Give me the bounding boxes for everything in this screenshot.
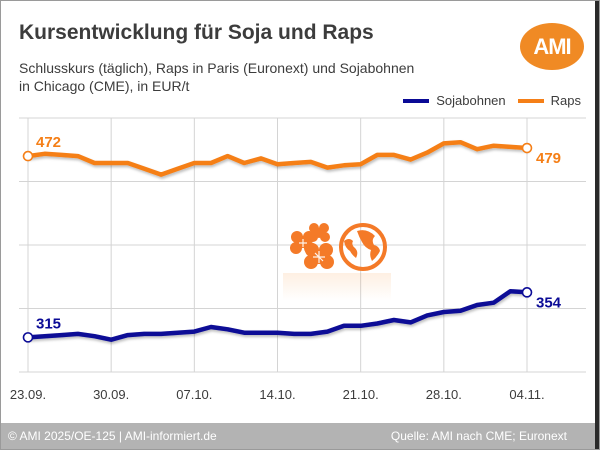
start-marker — [22, 332, 34, 343]
subtitle-line-1: Schlusskurs (täglich), Raps in Paris (Eu… — [19, 60, 415, 76]
x-tick-label: 04.11. — [509, 387, 544, 402]
chart-title: Kursentwicklung für Soja und Raps — [19, 21, 374, 44]
flower-icon — [290, 223, 334, 269]
subtitle-line-2: in Chicago (CME), in EUR/t — [19, 78, 190, 94]
end-marker — [521, 142, 533, 154]
start-value-label: 315 — [36, 315, 61, 332]
decorative-icons — [283, 223, 391, 301]
end-value-label: 479 — [536, 150, 561, 167]
legend-swatch-raps — [517, 98, 544, 103]
data-labels: 315 354 472 479 — [36, 134, 562, 332]
window-edge — [595, 1, 599, 449]
series-line-sojabohnen — [25, 288, 530, 342]
x-tick-label: 23.09. — [10, 387, 46, 402]
icon-reflection — [283, 273, 391, 301]
x-tick-label: 28.10. — [426, 387, 462, 402]
legend-label-sojabohnen: Sojabohnen — [436, 93, 506, 108]
legend-item-sojabohnen: Sojabohnen — [403, 93, 506, 108]
legend-label-raps: Raps — [550, 93, 581, 108]
legend-swatch-sojabohnen — [403, 98, 430, 103]
x-tick-label: 30.09. — [93, 387, 129, 402]
start-marker — [22, 150, 34, 162]
x-tick-label: 14.10. — [259, 387, 295, 402]
x-axis-ticks: 23.09. 30.09. 07.10. 14.10. 21.10. 28.10. 04.1… — [10, 387, 545, 402]
legend-item-raps: Raps — [517, 93, 581, 108]
line-chart: 315 354 472 479 23.09. 30.09. 07.10. 14.10. 21.… — [10, 117, 586, 402]
footer-bar: © AMI 2025/OE-125 | AMI-informiert.de Qu… — [1, 423, 599, 449]
footer-source: Quelle: AMI nach CME; Euronext — [390, 429, 567, 443]
start-value-label: 472 — [36, 134, 61, 151]
series-line-raps — [25, 139, 530, 177]
chart-subtitle: Schlusskurs (täglich), Raps in Paris (Eu… — [19, 59, 414, 95]
x-tick-label: 21.10. — [343, 387, 379, 402]
ami-logo: AMI — [520, 23, 584, 70]
chart-legend: Sojabohnen Raps — [391, 93, 581, 108]
footer-copyright: © AMI 2025/OE-125 | AMI-informiert.de — [8, 429, 217, 443]
series — [22, 139, 533, 343]
end-value-label: 354 — [536, 294, 562, 311]
end-marker — [521, 287, 533, 298]
globe-icon — [339, 223, 387, 271]
x-tick-label: 07.10. — [176, 387, 212, 402]
